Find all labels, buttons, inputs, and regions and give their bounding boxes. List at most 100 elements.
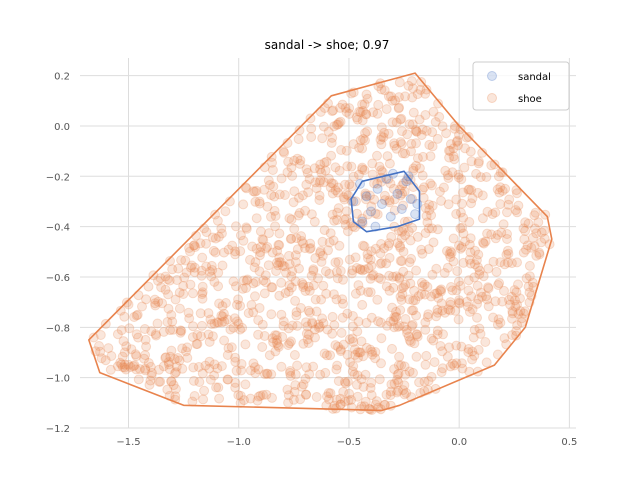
shoe-point [323, 388, 334, 398]
shoe-point [325, 350, 336, 361]
shoe-point [376, 358, 386, 369]
shoe-point [333, 119, 343, 130]
shoe-point [512, 188, 522, 199]
shoe-point [144, 379, 155, 390]
shoe-point [373, 272, 384, 283]
shoe-point [338, 274, 348, 285]
shoe-point [188, 240, 199, 251]
shoe-point [177, 363, 188, 374]
shoe-point [335, 102, 346, 113]
shoe-point [263, 260, 274, 271]
shoe-point [213, 281, 224, 292]
shoe-point [174, 303, 185, 314]
shoe-point [460, 143, 470, 154]
shoe-point [403, 331, 414, 342]
shoe-point [334, 240, 345, 251]
shoe-point [172, 275, 182, 285]
shoe-point [455, 280, 466, 291]
shoe-point [279, 147, 290, 158]
shoe-point [268, 337, 279, 348]
shoe-point [260, 277, 271, 288]
shoe-point [171, 367, 181, 378]
shoe-point [356, 336, 367, 347]
shoe-point [205, 314, 216, 325]
shoe-point [463, 347, 474, 358]
shoe-point [362, 249, 373, 260]
shoe-point [477, 147, 488, 158]
shoe-point [259, 331, 270, 341]
shoe-point [364, 190, 375, 201]
shoe-point [434, 186, 445, 197]
shoe-point [361, 89, 372, 100]
shoe-point [451, 285, 462, 296]
shoe-point [214, 393, 225, 404]
shoe-point [363, 253, 373, 264]
sandal-point [370, 221, 381, 232]
shoe-point [381, 389, 392, 400]
shoe-point [474, 265, 485, 276]
shoe-point [112, 361, 123, 372]
shoe-point [419, 376, 430, 387]
shoe-point [382, 320, 393, 331]
shoe-point [366, 312, 377, 323]
shoe-point [258, 275, 269, 286]
shoe-point [328, 235, 339, 246]
shoe-point [385, 316, 396, 327]
shoe-point [445, 145, 456, 156]
shoe-point [427, 223, 437, 234]
shoe-point [391, 143, 402, 154]
shoe-point [414, 377, 425, 388]
shoe-point [366, 201, 377, 212]
shoe-point [411, 329, 422, 340]
shoe-point [273, 341, 284, 352]
shoe-point [503, 248, 514, 259]
shoe-point [229, 313, 240, 324]
shoe-point [210, 209, 221, 220]
shoe-point [222, 350, 233, 360]
shoe-point [338, 298, 348, 309]
shoe-point [426, 210, 437, 221]
shoe-point [225, 324, 236, 335]
shoe-point [175, 327, 186, 338]
shoe-point [133, 332, 144, 343]
shoe-point [190, 242, 201, 252]
shoe-point [329, 121, 340, 132]
shoe-point [404, 294, 415, 305]
x-tick-label: 0.5 [561, 437, 577, 448]
shoe-point [399, 186, 410, 197]
shoe-point [290, 250, 301, 261]
shoe-point [241, 275, 252, 286]
shoe-point [304, 285, 315, 296]
shoe-point [249, 186, 260, 197]
shoe-point [154, 376, 164, 387]
shoe-point [513, 279, 523, 290]
shoe-point [280, 288, 291, 299]
shoe-point [203, 329, 214, 340]
shoe-point [524, 271, 535, 282]
shoe-point [352, 391, 363, 402]
legend-marker-sandal [487, 71, 497, 81]
shoe-point [88, 332, 99, 343]
shoe-point [253, 315, 264, 326]
sandal-point [396, 204, 407, 214]
shoe-point [201, 261, 212, 272]
shoe-point [464, 306, 475, 317]
shoe-point [302, 167, 313, 178]
shoe-point [222, 314, 233, 325]
shoe-point [310, 253, 321, 264]
shoe-point [451, 358, 462, 369]
shoe-point [230, 246, 241, 257]
shoe-point [327, 188, 338, 199]
shoe-point [492, 319, 503, 330]
shoe-point [389, 194, 400, 205]
shoe-point [252, 395, 263, 406]
shoe-point [388, 271, 398, 282]
shoe-point [96, 353, 107, 364]
shoe-point [404, 119, 415, 130]
shoe-point [287, 170, 298, 181]
shoe-point [460, 236, 470, 247]
shoe-point [417, 281, 428, 292]
shoe-point [437, 121, 448, 132]
shoe-point [495, 257, 506, 268]
shoe-point [116, 325, 127, 336]
